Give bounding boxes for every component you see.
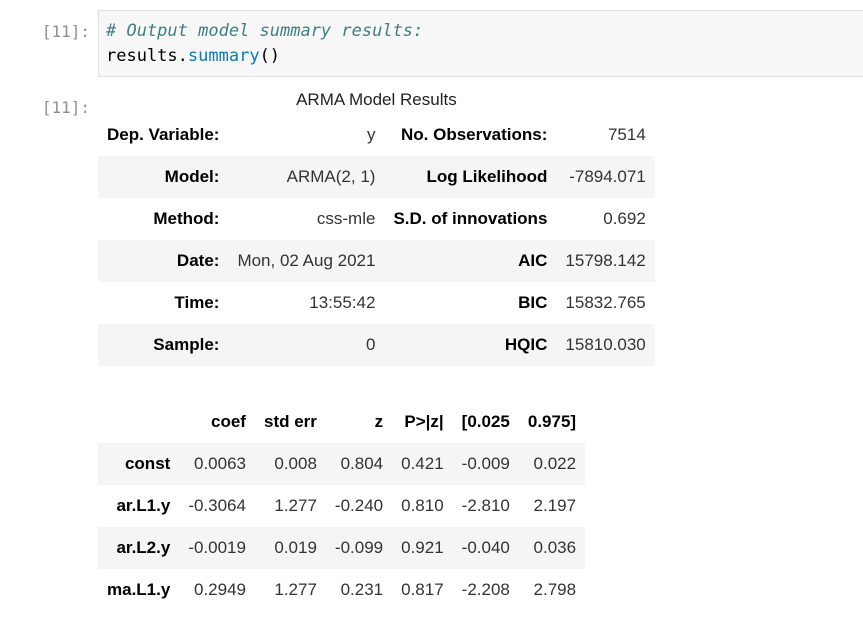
output-prompt: [11]:: [41, 98, 90, 117]
results-label: Sample:: [153, 335, 220, 354]
results-row: Model: ARMA(2, 1) Log Likelihood -7894.071: [98, 156, 655, 198]
results-title: ARMA Model Results: [296, 90, 457, 109]
coef-cell-lo: -0.009: [461, 454, 510, 473]
coef-cell-coef: 0.0063: [193, 454, 246, 473]
results-value: 15798.142: [565, 251, 646, 270]
coef-cell-hi: 0.036: [533, 538, 577, 557]
coef-cell-coef: 0.2949: [193, 580, 246, 599]
results-value: css-mle: [316, 209, 376, 228]
summary-output: ARMA Model Results Dep. Variable: y No. Ob…: [98, 86, 655, 366]
model-results-table: ARMA Model Results Dep. Variable: y No. Ob…: [98, 86, 655, 366]
coef-row-name: const: [124, 454, 171, 473]
results-row: Time: 13:55:42 BIC 15832.765: [98, 282, 655, 324]
coef-row-name: ar.L1.y: [116, 496, 171, 515]
coef-cell-z: 0.804: [340, 454, 384, 473]
input-prompt: [11]:: [41, 22, 90, 41]
coef-header-cell: [0.025: [461, 412, 510, 431]
coef-row-name: ar.L2.y: [116, 538, 171, 557]
results-value: 13:55:42: [309, 293, 376, 312]
results-label: Date:: [176, 251, 220, 270]
coef-cell-p: 0.810: [401, 496, 444, 515]
coef-cell-lo: -0.040: [461, 538, 510, 557]
coef-row: ma.L1.y 0.2949 1.277 0.231 0.817 -2.208 2.798: [98, 569, 585, 611]
code-object: results: [106, 46, 178, 66]
coef-row-name: ma.L1.y: [107, 580, 171, 599]
results-value: -7894.071: [569, 167, 646, 186]
coef-cell-lo: -2.810: [461, 496, 510, 515]
results-row: Method: css-mle S.D. of innovations 0.692: [98, 198, 655, 240]
results-label: Time:: [174, 293, 220, 312]
results-value: 15832.765: [565, 293, 646, 312]
results-value: 15810.030: [565, 335, 646, 354]
results-row: Dep. Variable: y No. Observations: 7514: [98, 114, 655, 156]
coef-cell-p: 0.421: [401, 454, 444, 473]
results-label: No. Observations:: [400, 125, 548, 144]
coefficients-table: coef std err z P>|z| [0.025 0.975] const 0.006…: [98, 401, 586, 611]
coef-cell-hi: 2.197: [533, 496, 577, 515]
results-label: Method:: [153, 209, 220, 228]
coef-cell-p: 0.817: [401, 580, 444, 599]
results-label: Log Likelihood: [426, 167, 548, 186]
results-label: Dep. Variable:: [107, 125, 220, 144]
coef-header-row: coef std err z P>|z| [0.025 0.975]: [98, 401, 585, 443]
coef-cell-z: -0.240: [334, 496, 384, 515]
results-label: Model:: [164, 167, 220, 186]
coef-row: ar.L2.y -0.0019 0.019 -0.099 0.921 -0.040 0.03…: [98, 527, 586, 569]
coef-cell-z: -0.099: [334, 538, 384, 557]
results-value: 0: [365, 335, 376, 354]
results-row: Date: Mon, 02 Aug 2021 AIC 15798.142: [98, 240, 655, 282]
results-label: BIC: [518, 293, 548, 312]
results-value: 7514: [607, 125, 646, 144]
coef-cell-z: 0.231: [340, 580, 384, 599]
results-row: Sample: 0 HQIC 15810.030: [98, 324, 655, 366]
code-comment: # Output model summary results:: [106, 21, 424, 41]
coef-cell-hi: 2.798: [533, 580, 577, 599]
code-cell-input[interactable]: # Output model summary results: results.…: [98, 10, 863, 77]
results-value: y: [366, 125, 376, 144]
coef-cell-lo: -2.208: [461, 580, 510, 599]
coef-header-cell: [98, 401, 179, 443]
coef-header-cell: 0.975]: [527, 412, 577, 431]
coef-cell-hi: 0.022: [533, 454, 577, 473]
coef-row: const 0.0063 0.008 0.804 0.421 -0.009 0.022: [98, 443, 586, 485]
coef-header-cell: z: [374, 412, 384, 431]
coef-header-cell: P>|z|: [404, 412, 444, 431]
code-method: summary: [187, 46, 260, 66]
coef-cell-std-err: 1.277: [274, 580, 317, 599]
coef-header-cell: std err: [263, 412, 317, 431]
coef-cell-std-err: 0.019: [274, 538, 317, 557]
code-line-comment: # Output model summary results:: [106, 21, 423, 41]
code-line-call: results.summary(): [106, 46, 280, 66]
coef-cell-std-err: 1.277: [274, 496, 317, 515]
coef-cell-coef: -0.0019: [188, 538, 246, 557]
results-value: 0.692: [603, 209, 646, 228]
code-parens: (): [259, 46, 281, 66]
coef-header-cell: coef: [211, 412, 246, 431]
coef-cell-p: 0.921: [401, 538, 444, 557]
results-label: HQIC: [504, 335, 548, 354]
results-label: S.D. of innovations: [393, 209, 548, 228]
results-value: ARMA(2, 1): [286, 167, 376, 186]
coef-row: ar.L1.y -0.3064 1.277 -0.240 0.810 -2.810 2.19…: [98, 485, 585, 527]
coef-cell-std-err: 0.008: [274, 454, 317, 473]
code-dot: .: [177, 46, 188, 66]
results-value: Mon, 02 Aug 2021: [237, 251, 376, 270]
results-label: AIC: [518, 251, 548, 270]
coef-cell-coef: -0.3064: [188, 496, 246, 515]
coefficients-output: coef std err z P>|z| [0.025 0.975] const 0.006…: [98, 401, 586, 611]
